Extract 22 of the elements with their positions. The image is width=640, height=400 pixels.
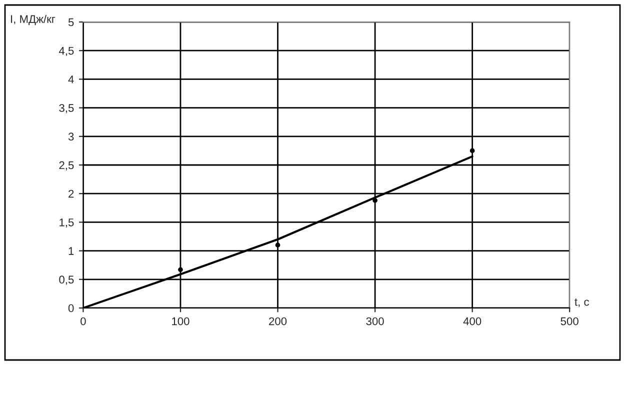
x-tick-label: 300	[366, 317, 384, 326]
x-tick-label: 0	[80, 317, 86, 326]
y-tick-label: 1	[68, 247, 74, 255]
point	[470, 148, 475, 154]
y-tick-label: 0,5	[59, 276, 74, 285]
y-tick-label: 0	[68, 304, 74, 312]
x-tick-label: 200	[269, 317, 287, 326]
y-tick-label: 5	[68, 18, 74, 26]
point	[178, 267, 183, 272]
y-tick-label: 3,5	[59, 104, 74, 114]
y-tick-label: 4	[68, 76, 74, 84]
y-axis-title: I, МДж/кг	[11, 14, 56, 26]
y-tick-label: 2,5	[59, 161, 74, 170]
y-tick-label: 1,5	[60, 218, 74, 228]
y-tick-label: 4,5	[58, 46, 74, 56]
y-tick-label: 3	[68, 132, 74, 141]
x-axis-title: t, с	[574, 298, 589, 308]
y-tick-label: 2	[68, 190, 74, 198]
point	[275, 242, 280, 248]
x-tick-label: 100	[172, 317, 190, 326]
x-tick-label: 500	[560, 317, 578, 326]
x-tick-label: 400	[463, 317, 482, 326]
